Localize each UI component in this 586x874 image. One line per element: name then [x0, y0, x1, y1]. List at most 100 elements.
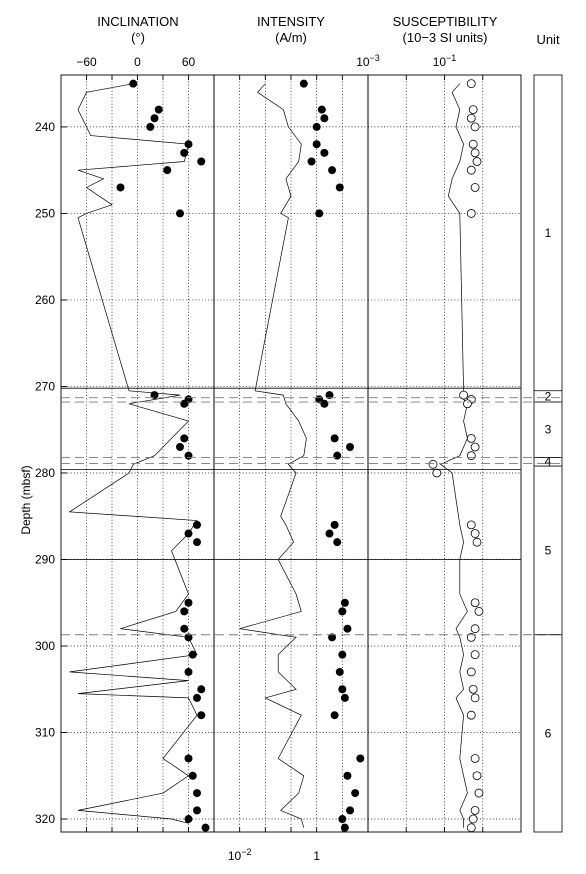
inclination-sample-point [184, 815, 193, 824]
susceptibility-sample-point [466, 113, 476, 123]
susceptibility-sample-point [470, 122, 480, 132]
susceptibility-sample-point [468, 139, 478, 149]
data-layer [68, 79, 484, 833]
susceptibility-sample-point [466, 520, 476, 530]
intensity-title: INTENSITY [257, 14, 325, 29]
inclination-top-tick-label: 0 [134, 55, 141, 69]
susceptibility-sample-point [470, 650, 480, 660]
inclination-top-tick-label: 60 [182, 55, 196, 69]
inclination-sample-point [180, 399, 189, 408]
intensity-sample-point [343, 771, 352, 780]
susceptibility-sample-point [466, 710, 476, 720]
y-axis-label: Depth (mbsf) [19, 465, 33, 534]
unit-column-frame [533, 74, 563, 833]
susceptibility-sample-point [470, 693, 480, 703]
susceptibility-sample-point [470, 529, 480, 538]
intensity-sample-point [307, 157, 316, 166]
susceptibility-sample-point [468, 684, 478, 694]
grid-lines [61, 75, 521, 832]
depth-tick-label: 310 [35, 726, 55, 740]
inclination-sample-point [150, 391, 159, 400]
depth-tick-label: 300 [35, 639, 55, 653]
intensity-sample-point [317, 105, 326, 114]
susceptibility-sample-point [466, 165, 476, 175]
susceptibility-sample-point [466, 632, 476, 642]
unit-label: 1 [545, 226, 552, 240]
intensity-sample-point [312, 122, 321, 131]
intensity-sample-point [320, 114, 329, 123]
intensity-sample-point [343, 624, 352, 633]
susceptibility-top-tick-label: 10−1 [433, 53, 457, 69]
susceptibility-sample-point [466, 823, 476, 833]
intensity-sample-point [315, 209, 324, 218]
inclination-sample-point [150, 114, 159, 123]
susceptibility-sample-point [472, 771, 482, 781]
inclination-sample-point [184, 451, 193, 460]
intensity-sample-point [330, 434, 339, 443]
susceptibility-sample-point [472, 157, 482, 166]
unit-column: 1 2 3 4 5 6 [533, 74, 563, 833]
intensity-sample-point [338, 815, 347, 824]
inclination-top-tick-label: −60 [76, 55, 97, 69]
inclination-sample-point [197, 685, 206, 694]
inclination-sample-point [188, 771, 197, 780]
intensity-sample-point [340, 598, 349, 607]
inclination-title: INCLINATION [97, 14, 178, 29]
susceptibility-sample-point [428, 459, 438, 469]
intensity-sample-point [346, 806, 355, 815]
inclination-sample-point [176, 209, 184, 218]
inclination-sample-point [180, 607, 189, 616]
intensity-sample-point [333, 538, 342, 547]
susceptibility-sample-point [468, 105, 478, 115]
inclination-sample-point [129, 79, 138, 88]
unit-column-title: Unit [536, 32, 560, 47]
susceptibility-sample-point [470, 624, 480, 634]
intensity-sample-point [351, 789, 360, 798]
tick-labels: −6006010−2110010−310−1102402502602702802… [35, 53, 457, 863]
depth-tick-label: 290 [35, 552, 55, 566]
inclination-sample-point [184, 754, 193, 763]
susceptibility-sample-point [470, 442, 480, 452]
susceptibility-sample-point [466, 79, 476, 89]
inclination-unit: (°) [131, 30, 145, 45]
intensity-sample-point [340, 693, 349, 702]
intensity-sample-point [330, 711, 339, 720]
intensity-sample-point [338, 607, 347, 616]
inclination-sample-point [193, 538, 201, 547]
intensity-sample-point [338, 685, 347, 694]
inclination-sample-point [180, 434, 189, 443]
inclination-sample-point [116, 183, 125, 192]
intensity-sample-point [320, 399, 329, 408]
inclination-sample-point [193, 520, 201, 529]
susceptibility-sample-point [470, 754, 480, 763]
susceptibility-title: SUSCEPTIBILITY [393, 14, 498, 29]
susceptibility-sample-point [470, 183, 480, 192]
intensity-sample-point [320, 148, 329, 157]
susceptibility-sample-point [470, 148, 480, 158]
inclination-trace [68, 83, 198, 824]
panel-frames [60, 74, 562, 833]
inclination-sample-point [180, 624, 189, 633]
susceptibility-sample-point [470, 598, 480, 608]
inclination-sample-point [184, 529, 193, 538]
unit-label: 6 [545, 726, 552, 740]
intensity-bottom-tick-label: 10−2 [228, 847, 252, 863]
intensity-sample-point [346, 443, 355, 452]
susceptibility-sample-point [463, 399, 472, 409]
susceptibility-sample-point [459, 390, 469, 400]
susceptibility-sample-point [466, 451, 476, 461]
intensity-bottom-tick-label: 1 [313, 849, 320, 863]
susceptibility-sample-point [466, 209, 476, 218]
susceptibility-sample-point [432, 468, 442, 478]
inclination-sample-point [197, 711, 206, 720]
intensity-sample-point [338, 650, 347, 659]
intensity-sample-point [330, 520, 339, 529]
susceptibility-sample-point [474, 788, 484, 798]
inclination-sample-point [176, 443, 184, 452]
susceptibility-unit: (10−3 SI units) [403, 30, 488, 45]
inclination-sample-point [201, 823, 210, 832]
depth-tick-label: 250 [35, 206, 55, 220]
unit-label: 5 [545, 543, 552, 557]
intensity-sample-point [328, 166, 337, 175]
intensity-unit: (A/m) [275, 30, 307, 45]
